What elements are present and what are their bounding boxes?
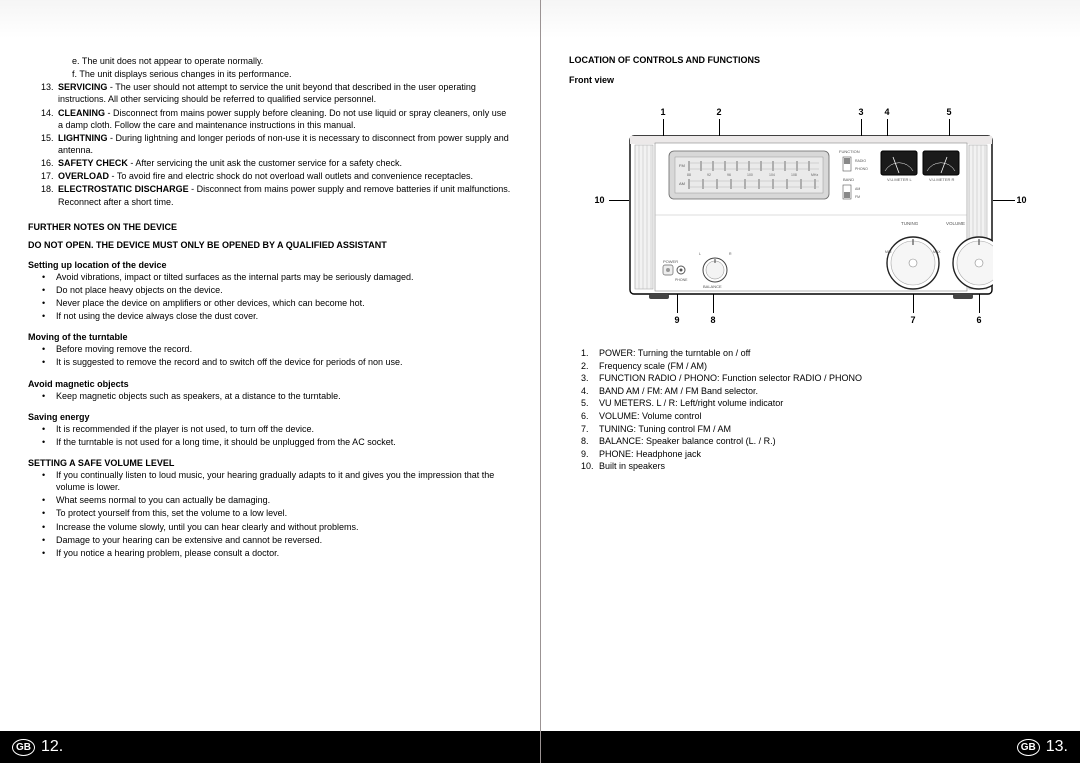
bullet-item: Increase the volume slowly, until you ca… bbox=[42, 521, 512, 533]
svg-text:POWER: POWER bbox=[663, 259, 678, 264]
callout-5: 5 bbox=[947, 107, 952, 117]
leader-line bbox=[993, 200, 1015, 201]
bullet-item: Avoid vibrations, impact or tilted surfa… bbox=[42, 271, 512, 283]
legend-item: 5.VU METERS. L / R: Left/right volume in… bbox=[581, 397, 1052, 410]
bullet-item: Keep magnetic objects such as speakers, … bbox=[42, 390, 512, 402]
svg-text:V.U.METER L: V.U.METER L bbox=[887, 177, 913, 182]
svg-text:AM: AM bbox=[855, 187, 860, 191]
front-view-diagram: 1 2 3 4 5 10 10 9 8 7 6 bbox=[581, 99, 1041, 339]
bullet-item: If not using the device always close the… bbox=[42, 310, 512, 322]
page-number: 12. bbox=[41, 738, 63, 756]
callout-6: 6 bbox=[977, 315, 982, 325]
legend-item: 10.Built in speakers bbox=[581, 460, 1052, 473]
bullets-volume: If you continually listen to loud music,… bbox=[42, 469, 512, 559]
footer-left: GB 12. bbox=[0, 731, 540, 763]
legend-item: 6.VOLUME: Volume control bbox=[581, 410, 1052, 423]
svg-text:PHONO: PHONO bbox=[855, 167, 868, 171]
subheading-moving: Moving of the turntable bbox=[28, 332, 512, 342]
bullets-magnetic: Keep magnetic objects such as speakers, … bbox=[42, 390, 512, 402]
legend-item: 8.BALANCE: Speaker balance control (L. /… bbox=[581, 435, 1052, 448]
callout-10l: 10 bbox=[595, 195, 605, 205]
heading-further-notes: FURTHER NOTES ON THE DEVICE bbox=[28, 222, 512, 232]
svg-text:92: 92 bbox=[707, 173, 711, 177]
svg-text:FUNCTION: FUNCTION bbox=[839, 149, 860, 154]
svg-text:MHz: MHz bbox=[811, 173, 818, 177]
bullets-setup: Avoid vibrations, impact or tilted surfa… bbox=[42, 271, 512, 323]
list-item: LIGHTNING - During lightning and longer … bbox=[56, 132, 512, 156]
callout-9: 9 bbox=[675, 315, 680, 325]
bullet-item: Before moving remove the record. bbox=[42, 343, 512, 355]
svg-text:FM: FM bbox=[679, 163, 685, 168]
leader-line bbox=[609, 200, 629, 201]
callout-3: 3 bbox=[859, 107, 864, 117]
svg-text:PHONE: PHONE bbox=[675, 278, 688, 282]
list-item: OVERLOAD - To avoid fire and electric sh… bbox=[56, 170, 512, 182]
callout-4: 4 bbox=[885, 107, 890, 117]
svg-text:RADIO: RADIO bbox=[855, 159, 866, 163]
callout-2: 2 bbox=[717, 107, 722, 117]
legend-item: 2.Frequency scale (FM / AM) bbox=[581, 360, 1052, 373]
bullets-energy: It is recommended if the player is not u… bbox=[42, 423, 512, 448]
sublist-item: The unit displays serious changes in its… bbox=[72, 68, 512, 80]
sublist-item: The unit does not appear to operate norm… bbox=[72, 55, 512, 67]
bullet-item: It is suggested to remove the record and… bbox=[42, 356, 512, 368]
device-svg: FM AM 88 92 96 100 104 108 MHz FUNCTION bbox=[629, 135, 993, 301]
bullet-item: If you notice a hearing problem, please … bbox=[42, 547, 512, 559]
subheading-volume: SETTING A SAFE VOLUME LEVEL bbox=[28, 458, 512, 468]
legend-item: 1.POWER: Turning the turntable on / off bbox=[581, 347, 1052, 360]
callout-7: 7 bbox=[911, 315, 916, 325]
svg-text:BALANCE: BALANCE bbox=[703, 284, 722, 289]
bullet-item: Do not place heavy objects on the device… bbox=[42, 284, 512, 296]
page-number: 13. bbox=[1046, 738, 1068, 756]
legend-item: 3.FUNCTION RADIO / PHONO: Function selec… bbox=[581, 372, 1052, 385]
svg-text:BAND: BAND bbox=[843, 177, 854, 182]
svg-text:TUNING: TUNING bbox=[901, 221, 919, 226]
legend-list: 1.POWER: Turning the turntable on / off … bbox=[581, 347, 1052, 473]
svg-text:88: 88 bbox=[687, 173, 691, 177]
spread: The unit does not appear to operate norm… bbox=[0, 0, 1080, 763]
bullet-item: Never place the device on amplifiers or … bbox=[42, 297, 512, 309]
continued-numbered-list: SERVICING - The user should not attempt … bbox=[56, 81, 512, 207]
callout-1: 1 bbox=[661, 107, 666, 117]
svg-text:100: 100 bbox=[747, 173, 753, 177]
callout-10r: 10 bbox=[1017, 195, 1027, 205]
callout-8: 8 bbox=[711, 315, 716, 325]
list-item: SAFETY CHECK - After servicing the unit … bbox=[56, 157, 512, 169]
sublist-ef: The unit does not appear to operate norm… bbox=[72, 55, 512, 80]
svg-text:L: L bbox=[699, 252, 701, 256]
warning-line: DO NOT OPEN. THE DEVICE MUST ONLY BE OPE… bbox=[28, 240, 512, 250]
svg-text:104: 104 bbox=[769, 173, 775, 177]
heading-location: LOCATION OF CONTROLS AND FUNCTIONS bbox=[569, 55, 1052, 65]
bullet-item: To protect yourself from this, set the v… bbox=[42, 507, 512, 519]
bullets-moving: Before moving remove the record. It is s… bbox=[42, 343, 512, 368]
svg-text:108: 108 bbox=[791, 173, 797, 177]
legend-item: 7.TUNING: Tuning control FM / AM bbox=[581, 423, 1052, 436]
subheading-energy: Saving energy bbox=[28, 412, 512, 422]
svg-text:MIN: MIN bbox=[885, 250, 892, 254]
list-item: CLEANING - Disconnect from mains power s… bbox=[56, 107, 512, 131]
page-12: The unit does not appear to operate norm… bbox=[0, 0, 540, 763]
svg-text:V.U.METER R: V.U.METER R bbox=[929, 177, 955, 182]
legend-item: 9.PHONE: Headphone jack bbox=[581, 448, 1052, 461]
bullet-item: If the turntable is not used for a long … bbox=[42, 436, 512, 448]
bullet-item: If you continually listen to loud music,… bbox=[42, 469, 512, 493]
list-item: ELECTROSTATIC DISCHARGE - Disconnect fro… bbox=[56, 183, 512, 207]
gb-badge-icon: GB bbox=[1017, 739, 1040, 756]
svg-text:AM: AM bbox=[679, 181, 685, 186]
gb-badge-icon: GB bbox=[12, 739, 35, 756]
bullet-item: What seems normal to you can actually be… bbox=[42, 494, 512, 506]
page-13: LOCATION OF CONTROLS AND FUNCTIONS Front… bbox=[540, 0, 1080, 763]
list-item: SERVICING - The user should not attempt … bbox=[56, 81, 512, 105]
footer-right: GB 13. bbox=[541, 731, 1080, 763]
bullet-item: It is recommended if the player is not u… bbox=[42, 423, 512, 435]
legend-item: 4.BAND AM / FM: AM / FM Band selector. bbox=[581, 385, 1052, 398]
subheading-magnetic: Avoid magnetic objects bbox=[28, 379, 512, 389]
svg-text:96: 96 bbox=[727, 173, 731, 177]
svg-text:VOLUME: VOLUME bbox=[945, 221, 964, 226]
svg-text:MAX: MAX bbox=[933, 250, 941, 254]
subheading-setup: Setting up location of the device bbox=[28, 260, 512, 270]
bullet-item: Damage to your hearing can be extensive … bbox=[42, 534, 512, 546]
svg-text:FM: FM bbox=[855, 195, 860, 199]
subheading-front-view: Front view bbox=[569, 75, 1052, 85]
